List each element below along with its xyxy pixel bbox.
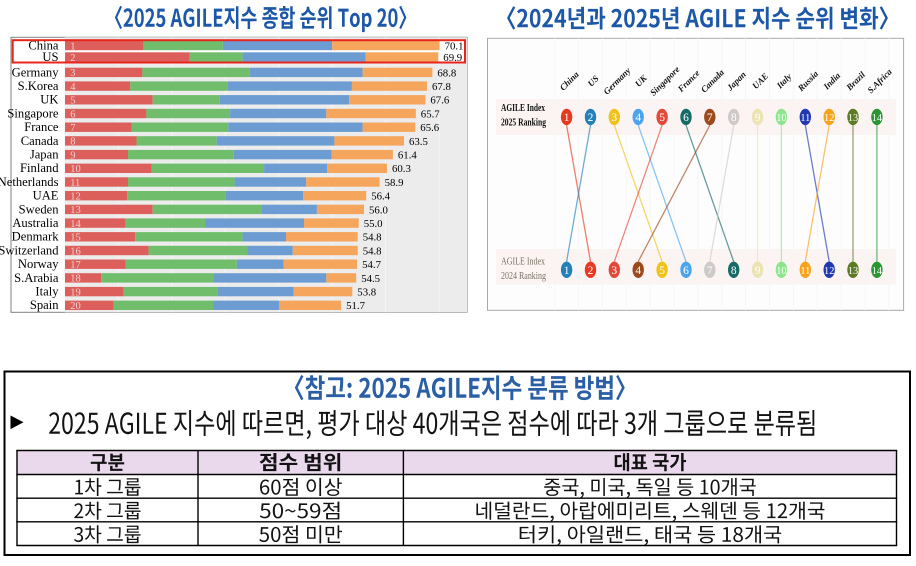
svg-text:Canada: Canada [21, 134, 59, 148]
svg-text:8: 8 [731, 112, 737, 124]
svg-text:54.5: 54.5 [361, 273, 380, 285]
svg-text:54.7: 54.7 [362, 259, 381, 271]
svg-text:12: 12 [824, 113, 834, 124]
svg-text:67.6: 67.6 [430, 95, 449, 107]
svg-text:12: 12 [70, 192, 81, 203]
svg-text:Norway: Norway [18, 257, 59, 271]
svg-text:17: 17 [70, 260, 81, 271]
svg-text:53.8: 53.8 [357, 287, 376, 299]
svg-text:5: 5 [659, 112, 665, 124]
svg-text:9: 9 [70, 150, 75, 161]
svg-text:France: France [24, 120, 59, 134]
svg-text:2: 2 [588, 112, 594, 124]
svg-text:4: 4 [635, 112, 641, 124]
svg-text:Australia: Australia [12, 216, 59, 230]
svg-text:S.Arabia: S.Arabia [14, 271, 59, 285]
svg-text:Finland: Finland [20, 161, 59, 175]
svg-text:56.0: 56.0 [369, 204, 388, 216]
svg-text:6: 6 [70, 109, 75, 120]
svg-text:Germany: Germany [12, 65, 60, 79]
svg-text:13: 13 [848, 113, 858, 124]
svg-text:2: 2 [588, 265, 594, 277]
svg-text:3: 3 [70, 68, 75, 79]
svg-text:58.9: 58.9 [385, 177, 404, 189]
svg-text:Switzerland: Switzerland [0, 243, 59, 257]
svg-text:Spain: Spain [30, 298, 59, 312]
svg-text:67.8: 67.8 [432, 81, 451, 93]
svg-text:2025 Ranking: 2025 Ranking [501, 118, 546, 129]
svg-text:14: 14 [872, 113, 882, 124]
svg-text:60.3: 60.3 [392, 163, 411, 175]
svg-text:11: 11 [800, 113, 810, 124]
svg-text:UAE: UAE [33, 189, 59, 203]
svg-text:7: 7 [70, 123, 75, 134]
svg-text:1: 1 [564, 265, 570, 277]
svg-text:19: 19 [70, 287, 81, 298]
svg-text:Japan: Japan [30, 148, 59, 162]
svg-text:20: 20 [70, 301, 81, 312]
svg-text:13: 13 [848, 266, 858, 277]
svg-text:10: 10 [70, 164, 81, 175]
svg-text:2024 Ranking: 2024 Ranking [501, 271, 546, 282]
svg-text:14: 14 [872, 266, 882, 277]
svg-text:4: 4 [70, 82, 76, 93]
svg-text:65.6: 65.6 [420, 122, 439, 134]
svg-text:6: 6 [683, 265, 689, 277]
svg-text:56.4: 56.4 [371, 191, 390, 203]
svg-text:55.0: 55.0 [364, 218, 383, 230]
svg-text:US: US [42, 50, 58, 64]
svg-text:8: 8 [731, 265, 737, 277]
svg-text:6: 6 [683, 112, 689, 124]
svg-text:12: 12 [824, 266, 834, 277]
svg-text:China: China [28, 38, 58, 52]
svg-text:11: 11 [800, 266, 810, 277]
svg-text:8: 8 [70, 137, 75, 148]
svg-text:Italy: Italy [35, 285, 59, 299]
svg-text:Denmark: Denmark [12, 230, 60, 244]
svg-text:13: 13 [70, 205, 81, 216]
svg-text:Netherlands: Netherlands [0, 175, 59, 189]
svg-text:AGILE Index: AGILE Index [501, 103, 546, 114]
svg-text:54.8: 54.8 [363, 245, 382, 257]
svg-text:63.5: 63.5 [409, 136, 428, 148]
svg-text:14: 14 [70, 219, 81, 230]
svg-text:Singapore: Singapore [7, 106, 58, 120]
svg-text:UK: UK [40, 93, 58, 107]
svg-text:3: 3 [611, 112, 617, 124]
svg-text:10: 10 [776, 113, 786, 124]
svg-text:5: 5 [70, 96, 75, 107]
svg-text:54.8: 54.8 [363, 232, 382, 244]
svg-text:9: 9 [755, 112, 761, 124]
svg-text:51.7: 51.7 [346, 300, 365, 312]
svg-text:5: 5 [659, 265, 665, 277]
svg-text:16: 16 [70, 246, 81, 257]
svg-text:68.8: 68.8 [437, 67, 456, 79]
svg-text:10: 10 [776, 266, 786, 277]
svg-text:S.Korea: S.Korea [18, 79, 59, 93]
svg-text:1: 1 [70, 41, 75, 52]
svg-text:69.9: 69.9 [443, 52, 462, 64]
svg-text:2: 2 [70, 53, 75, 64]
svg-text:9: 9 [755, 265, 761, 277]
svg-text:15: 15 [70, 233, 81, 244]
svg-text:7: 7 [707, 265, 713, 277]
svg-text:AGILE Index: AGILE Index [501, 257, 545, 268]
svg-text:11: 11 [70, 178, 80, 189]
svg-text:Sweden: Sweden [19, 202, 60, 216]
svg-text:3: 3 [611, 265, 617, 277]
svg-text:65.7: 65.7 [421, 108, 440, 120]
svg-text:18: 18 [70, 274, 81, 285]
svg-text:70.1: 70.1 [445, 40, 464, 52]
svg-text:4: 4 [635, 265, 641, 277]
svg-text:7: 7 [707, 112, 713, 124]
svg-text:1: 1 [564, 112, 570, 124]
svg-text:61.4: 61.4 [398, 150, 417, 162]
